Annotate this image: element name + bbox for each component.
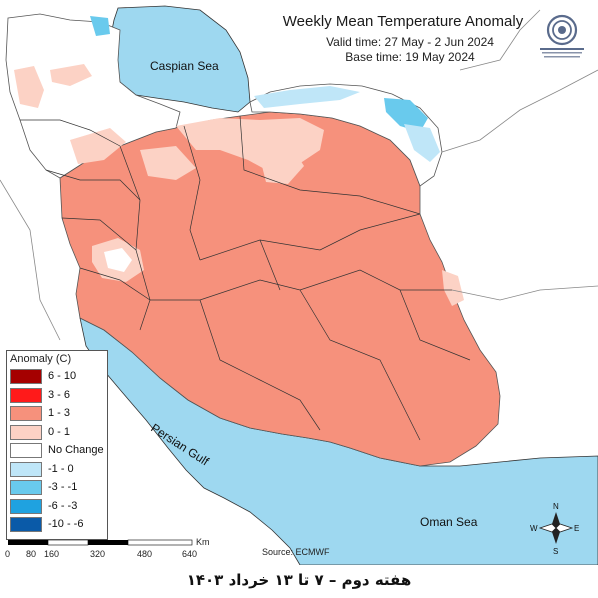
legend-label: 0 - 1	[48, 425, 71, 438]
legend-label: -6 - -3	[48, 499, 78, 512]
northwest-light-warm-2	[50, 64, 92, 86]
base-time: Base time: 19 May 2024	[345, 50, 475, 64]
northwest-cool-patch	[90, 16, 110, 36]
legend-label: -1 - 0	[48, 462, 74, 475]
compass-e: E	[574, 524, 579, 533]
scale-tick-4: 480	[137, 549, 152, 559]
legend-swatch	[10, 424, 42, 440]
legend-swatch	[10, 461, 42, 477]
northwest-light-warm-4	[140, 146, 196, 180]
oman-sea-label: Oman Sea	[420, 515, 478, 529]
legend-label: 1 - 3	[48, 407, 71, 419]
compass-n: N	[553, 502, 559, 511]
northeast-cool-light-2	[404, 124, 440, 162]
northwest-light-warm-1	[14, 66, 44, 108]
legend-swatch	[10, 406, 42, 421]
map-title: Weekly Mean Temperature Anomaly	[282, 13, 524, 30]
organization-logo	[540, 14, 584, 58]
legend-label: -3 - -1	[48, 481, 78, 493]
legend-swatch	[10, 387, 42, 403]
legend: Anomaly (C) 6 - 10 3 - 6 1 - 3 0 - 1 No Chan…	[6, 350, 108, 540]
northwest-light-warm-3	[70, 128, 126, 164]
legend-swatch	[10, 517, 42, 532]
footer: هفته دوم – ۷ تا ۱۳ خرداد ۱۴۰۳	[0, 565, 598, 598]
northeast-cool-1	[384, 98, 428, 132]
legend-swatch	[10, 443, 42, 458]
legend-swatch	[10, 480, 42, 495]
valid-time: Valid time: 27 May - 2 Jun 2024	[326, 35, 494, 49]
legend-swatch	[10, 369, 42, 384]
legend-label: No Change	[48, 444, 104, 456]
central-north-light-warm	[258, 144, 304, 184]
scale-tick-5: 640	[182, 549, 197, 559]
source-text: Source: ECMWF	[262, 547, 330, 557]
compass-rose: N S E W	[530, 502, 579, 556]
legend-swatch	[10, 498, 42, 514]
caspian-label: Caspian Sea	[150, 59, 219, 73]
northeast-cool-light-1	[254, 86, 360, 108]
legend-label: 3 - 6	[48, 388, 71, 401]
southeast-light-warm	[442, 270, 464, 306]
scale-tick-0: 0	[5, 549, 10, 559]
scale-unit: Km	[196, 537, 210, 547]
scale-bar: Km 0 80 160 320 480 640	[5, 537, 210, 559]
legend-title: Anomaly (C)	[10, 353, 72, 365]
compass-s: S	[553, 547, 558, 556]
legend-label: -10 - -6	[48, 518, 84, 530]
legend-label: 6 - 10	[48, 370, 77, 382]
country-borders	[0, 9, 598, 341]
scale-tick-1: 80	[26, 549, 36, 559]
scale-tick-2: 160	[44, 549, 59, 559]
compass-w: W	[530, 524, 538, 533]
scale-tick-3: 320	[90, 549, 105, 559]
footer-text: هفته دوم – ۷ تا ۱۳ خرداد ۱۴۰۳	[186, 571, 412, 589]
province-boundaries	[20, 115, 471, 441]
west-no-change	[104, 248, 132, 272]
